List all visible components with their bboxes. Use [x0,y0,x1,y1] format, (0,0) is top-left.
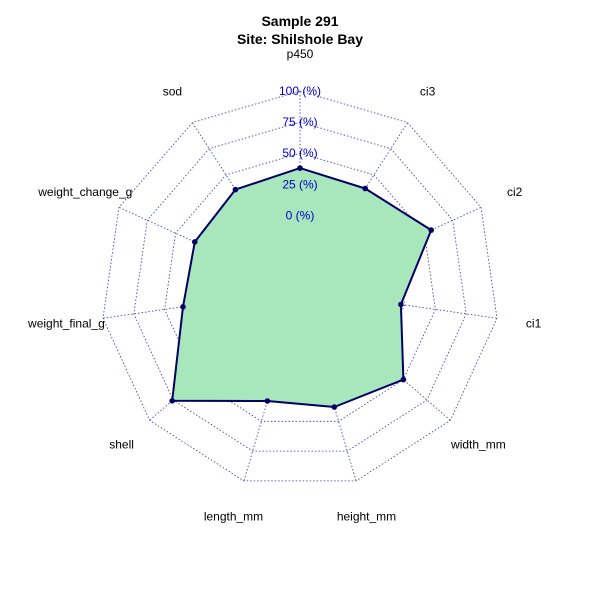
axis-label-sod: sod [163,85,182,99]
axis-label-height_mm: height_mm [337,509,396,523]
tick-label-4: 100 (%) [279,84,321,98]
axis-label-weight_change_g: weight_change_g [37,185,132,199]
data-point-sod [232,186,239,193]
data-point-weight_change_g [192,239,198,245]
tick-label-0: 0 (%) [286,208,315,222]
axis-label-weight_final_g: weight_final_g [27,317,105,331]
tick-label-2: 50 (%) [282,146,317,160]
data-point-ci3 [362,185,369,192]
radar-axis-labels: p450 ci3 ci2 ci1 width_mm height_mm length_mm s… [27,47,542,523]
tick-label-3: 75 (%) [282,115,317,129]
radar-series [169,165,435,410]
axis-label-ci2: ci2 [507,185,523,199]
axis-label-ci3: ci3 [420,85,436,99]
axis-label-p450: p450 [287,47,314,61]
radar-tick-labels: 0 (%) 25 (%) 50 (%) 75 (%) 100 (%) [279,84,321,222]
data-point-ci1 [398,301,404,308]
data-point-height_mm [331,404,338,410]
data-point-ci2 [428,227,435,233]
chart-subtitle: Site: Shilshole Bay [237,31,363,47]
data-point-p450 [297,165,303,171]
chart-title: Sample 291 [261,13,338,29]
data-point-weight_final_g [180,304,186,310]
axis-label-width_mm: width_mm [450,438,506,452]
axis-label-ci1: ci1 [526,317,542,331]
axis-label-length_mm: length_mm [204,509,263,523]
series-area [171,167,433,408]
grid-ring-4 [102,90,498,482]
data-point-width_mm [400,376,407,383]
data-point-shell [169,398,175,404]
axis-label-shell: shell [109,438,134,452]
tick-label-1: 25 (%) [282,177,317,191]
data-point-length_mm [264,398,271,404]
